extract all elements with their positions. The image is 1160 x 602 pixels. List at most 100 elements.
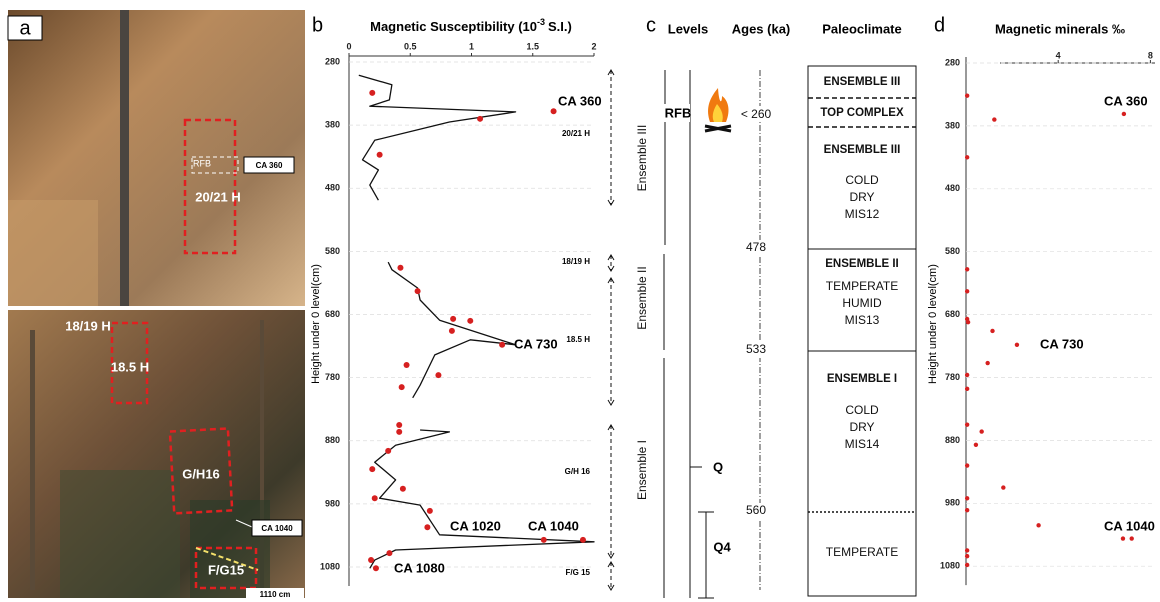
data-point xyxy=(424,524,431,531)
data-point xyxy=(477,115,484,122)
data-point xyxy=(964,553,970,559)
ensemble-label: Ensemble I xyxy=(635,440,649,500)
annotation: CA 360 xyxy=(558,93,602,108)
level-label: Q4 xyxy=(713,539,731,554)
paleoclimate-label: MIS12 xyxy=(845,207,880,221)
column-header: Ages (ka) xyxy=(732,21,791,36)
data-point xyxy=(396,421,403,428)
x-tick-label: 1 xyxy=(469,41,474,51)
data-point xyxy=(965,319,971,325)
photo-label: CA 360 xyxy=(256,161,283,170)
photo-label: 1110 cm xyxy=(260,590,291,599)
photo-label: 20/21 H xyxy=(195,189,241,204)
paleoclimate-label: MIS14 xyxy=(845,437,880,451)
data-point xyxy=(1120,536,1126,541)
data-point xyxy=(985,360,990,366)
data-point xyxy=(964,548,970,553)
y-tick-label: 580 xyxy=(945,246,960,256)
chart-title-part: -3 xyxy=(537,17,545,27)
paleoclimate-label: TOP COMPLEX xyxy=(820,107,904,119)
age-label: 478 xyxy=(746,240,766,254)
paleoclimate-label: TEMPERATE xyxy=(826,545,898,559)
photo-label: G/H16 xyxy=(182,466,220,481)
age-label: 560 xyxy=(746,503,766,517)
panel-letter: d xyxy=(934,14,945,36)
annotation: 18.5 H xyxy=(566,335,590,344)
paleoclimate-label: ENSEMBLE III xyxy=(824,144,901,156)
data-point xyxy=(1014,342,1020,347)
data-point xyxy=(550,108,557,115)
annotation: CA 730 xyxy=(514,336,558,351)
data-point xyxy=(499,341,506,348)
data-point xyxy=(992,117,997,122)
y-tick-label: 880 xyxy=(325,435,340,445)
data-point xyxy=(964,93,970,98)
data-point xyxy=(371,495,378,502)
y-tick-label: 980 xyxy=(945,498,960,508)
chart-title: Magnetic Susceptibility (10-3 S.I.) xyxy=(370,17,572,34)
chart-title: Magnetic minerals ‰ xyxy=(995,21,1125,36)
level-label: Q xyxy=(713,459,723,474)
annotation: CA 730 xyxy=(1040,336,1084,351)
column-header: Levels xyxy=(668,21,708,36)
paleoclimate-label: COLD xyxy=(845,403,879,417)
data-point xyxy=(386,550,393,557)
panel-letter: a xyxy=(19,17,31,39)
x-tick-label: 4 xyxy=(1056,50,1061,60)
data-point xyxy=(397,264,404,271)
y-tick-label: 780 xyxy=(325,372,340,382)
y-tick-label: 580 xyxy=(325,246,340,256)
data-point xyxy=(964,422,970,427)
paleoclimate-label: ENSEMBLE III xyxy=(824,76,901,88)
paleoclimate-label: ENSEMBLE II xyxy=(825,258,898,270)
arrow-head xyxy=(607,561,615,591)
annotation: CA 1020 xyxy=(450,518,501,533)
photo-panel: a RFB CA 360 20/21 H 18/19 H 18.5 H G/H1… xyxy=(7,10,305,600)
stratigraphy-panel: c Levels Ages (ka) Paleoclimate Ensemble… xyxy=(635,14,917,599)
data-point xyxy=(964,267,970,272)
data-point xyxy=(579,536,586,543)
data-point xyxy=(979,429,984,434)
annotation: F/G 15 xyxy=(566,568,591,577)
data-point xyxy=(385,447,392,454)
data-point xyxy=(448,327,455,334)
y-tick-label: 980 xyxy=(325,498,340,508)
paleoclimate-label: HUMID xyxy=(842,296,882,310)
y-tick-label: 280 xyxy=(945,57,960,67)
annotation: 18/19 H xyxy=(562,257,590,266)
data-point xyxy=(964,289,970,294)
fire-icon xyxy=(704,88,732,133)
paleoclimate-label: DRY xyxy=(849,190,874,204)
data-point xyxy=(368,557,375,564)
x-tick-label: 1.5 xyxy=(526,41,539,51)
level-label: RFB xyxy=(665,105,692,120)
y-tick-label: 780 xyxy=(945,372,960,382)
y-tick-label: 380 xyxy=(945,120,960,130)
column-header: Paleoclimate xyxy=(822,21,902,36)
x-tick-label: 0.5 xyxy=(404,41,417,51)
ensemble-label: Ensemble III xyxy=(635,125,649,192)
data-point xyxy=(426,507,433,514)
ensemble-label: Ensemble II xyxy=(635,266,649,329)
data-point xyxy=(467,317,474,324)
data-point xyxy=(540,536,547,543)
susceptibility-curve xyxy=(358,74,595,569)
data-point xyxy=(450,315,457,322)
data-point xyxy=(369,466,376,473)
y-tick-label: 480 xyxy=(325,183,340,193)
data-point xyxy=(398,384,405,391)
y-tick-label: 1080 xyxy=(320,561,340,571)
y-tick-label: 680 xyxy=(945,309,960,319)
y-tick-label: 680 xyxy=(325,309,340,319)
data-point xyxy=(396,428,403,435)
annotation: CA 360 xyxy=(1104,93,1148,108)
arrow-head xyxy=(607,254,615,272)
data-point xyxy=(973,442,979,448)
data-point xyxy=(376,151,383,158)
y-tick-label: 280 xyxy=(325,56,340,66)
chart-title-part: S.I.) xyxy=(548,19,572,34)
data-point xyxy=(399,485,406,492)
data-point xyxy=(964,508,970,513)
x-tick-label: 8 xyxy=(1148,50,1153,60)
